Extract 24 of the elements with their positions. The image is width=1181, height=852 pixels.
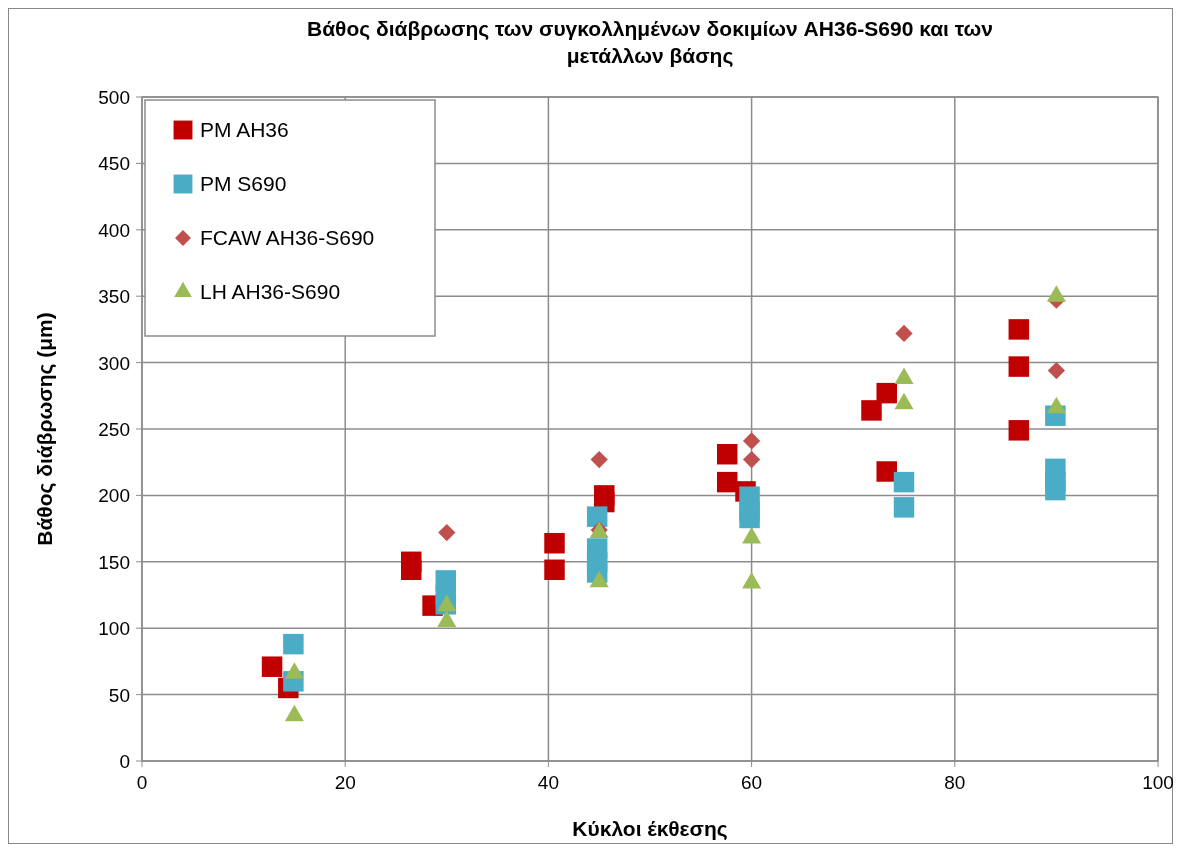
x-tick-label: 60 — [741, 772, 763, 793]
legend-label: FCAW AH36-S690 — [200, 226, 375, 249]
y-tick-label: 100 — [98, 618, 130, 640]
y-tick-label: 400 — [98, 219, 130, 241]
y-tick-label: 150 — [98, 551, 130, 573]
x-tick-label: 20 — [334, 772, 356, 793]
y-tick-label: 250 — [98, 419, 130, 440]
legend-label: PM AH36 — [200, 118, 289, 141]
legend-label: PM S690 — [200, 172, 287, 195]
y-tick-label: 500 — [98, 87, 130, 108]
y-tick-label: 0 — [119, 751, 130, 772]
x-tick-label: 40 — [537, 772, 559, 793]
y-tick-label: 350 — [98, 286, 130, 308]
legend-label: LH AH36-S690 — [200, 280, 341, 303]
y-tick-label: 50 — [108, 684, 130, 706]
x-tick-label: 100 — [1142, 772, 1174, 793]
y-tick-label: 300 — [98, 352, 130, 374]
y-tick-label: 450 — [98, 153, 130, 175]
chart-title: Βάθος διάβρωσης των συγκολλημένων δοκιμίων AH36-S690 και των μετάλλων βάσης — [307, 17, 993, 68]
x-tick-label: 80 — [944, 772, 966, 793]
x-axis-title: Κύκλοι έκθεσης — [572, 817, 728, 841]
y-axis-title: Βάθος διάβρωσης (μm) — [33, 312, 57, 546]
y-tick-label: 200 — [98, 485, 130, 507]
x-tick-label: 0 — [136, 772, 148, 793]
